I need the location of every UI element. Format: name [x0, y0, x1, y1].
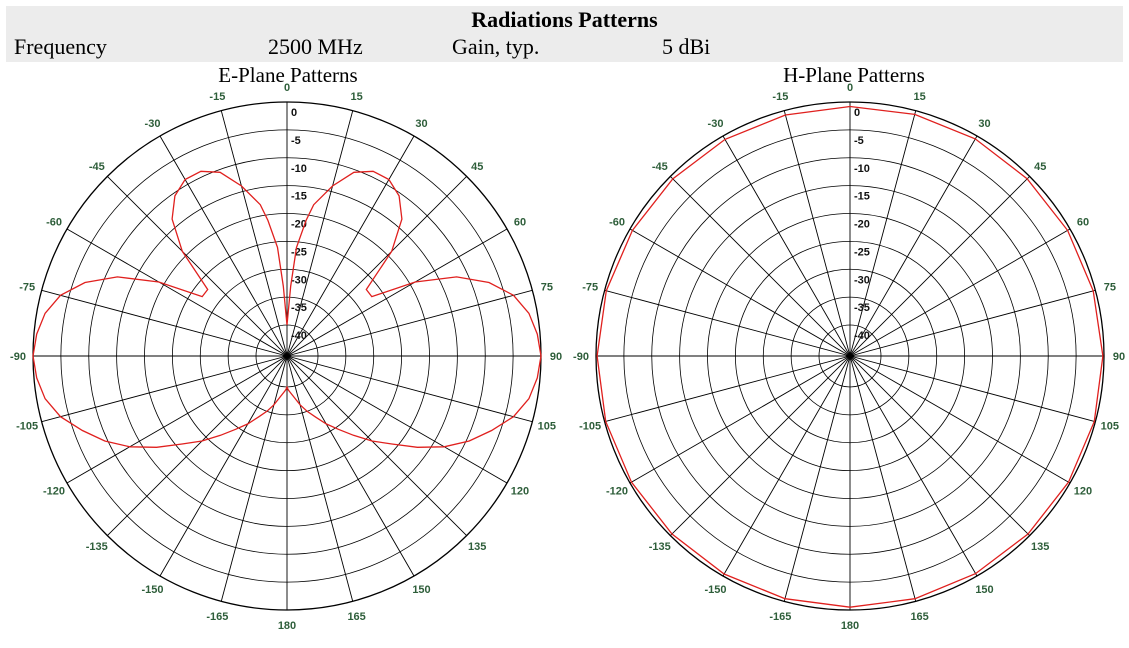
radial-tick-label: -5: [854, 135, 864, 147]
angle-tick-label: 135: [468, 541, 486, 553]
angle-tick-label: 120: [1074, 486, 1092, 498]
angle-tick-label: 180: [841, 620, 859, 632]
frequency-label: Frequency: [14, 34, 107, 59]
radial-tick-label: -20: [854, 219, 870, 231]
angle-tick-label: 30: [415, 118, 427, 130]
angle-tick-label: -150: [141, 584, 163, 596]
angle-tick-label: -105: [16, 421, 38, 433]
angle-tick-label: -165: [206, 611, 228, 623]
angle-tick-label: -150: [704, 584, 726, 596]
radial-tick-label: -25: [291, 246, 307, 258]
angle-tick-label: 180: [278, 620, 296, 632]
angle-tick-label: -120: [43, 486, 65, 498]
radial-tick-label: -35: [854, 302, 870, 314]
angle-tick-label: -15: [772, 91, 788, 103]
angle-tick-label: -120: [606, 486, 628, 498]
h-plane-title: H-Plane Patterns: [783, 63, 925, 87]
grid-spoke: [783, 110, 917, 602]
angle-tick-label: -30: [708, 118, 724, 130]
angle-tick-label: 90: [1113, 351, 1125, 363]
angle-tick-label: -135: [649, 541, 671, 553]
gain-value: 5 dBi: [662, 34, 711, 59]
page-title: Radiations Patterns: [471, 7, 658, 32]
angle-tick-label: 135: [1031, 541, 1049, 553]
angle-tick-label: 45: [1034, 161, 1046, 173]
gain-label: Gain, typ.: [452, 34, 540, 59]
header-bar: Radiations Patterns Frequency 2500 MHz G…: [6, 6, 1123, 62]
radial-tick-label: -40: [854, 330, 870, 342]
angle-tick-label: 150: [975, 584, 993, 596]
grid-spoke: [220, 110, 354, 602]
radial-tick-label: -5: [291, 135, 301, 147]
angle-tick-label: -105: [579, 421, 601, 433]
e-plane-polar-chart: 0153045607590105120135150165180-165-150-…: [10, 82, 562, 632]
angle-tick-label: -90: [573, 351, 589, 363]
radial-tick-label: 0: [291, 107, 297, 119]
angle-tick-label: -45: [652, 161, 668, 173]
angle-tick-label: -30: [145, 118, 161, 130]
angle-tick-label: 75: [1104, 281, 1116, 293]
angle-tick-label: 165: [347, 611, 365, 623]
angle-tick-label: 150: [412, 584, 430, 596]
angle-tick-label: 75: [541, 281, 553, 293]
angle-tick-label: 30: [978, 118, 990, 130]
angle-tick-label: 120: [511, 486, 529, 498]
angle-tick-label: -165: [769, 611, 791, 623]
angle-tick-label: 105: [538, 421, 556, 433]
pattern-trace: [32, 170, 542, 448]
radial-tick-label: -30: [854, 274, 870, 286]
radial-tick-label: -25: [854, 246, 870, 258]
angle-tick-label: -15: [209, 91, 225, 103]
radial-tick-label: -15: [291, 191, 307, 203]
frequency-value: 2500 MHz: [268, 34, 363, 59]
e-plane-title: E-Plane Patterns: [218, 63, 358, 87]
radial-tick-label: -35: [291, 302, 307, 314]
angle-tick-label: 45: [471, 161, 483, 173]
angle-tick-label: -75: [19, 281, 35, 293]
angle-tick-label: -60: [609, 217, 625, 229]
angle-tick-label: 0: [847, 82, 853, 94]
h-plane-polar-chart: 0153045607590105120135150165180-165-150-…: [573, 82, 1125, 632]
radial-tick-label: 0: [854, 107, 860, 119]
radial-tick-label: -10: [291, 163, 307, 175]
angle-tick-label: -135: [86, 541, 108, 553]
radial-tick-label: -40: [291, 330, 307, 342]
angle-tick-label: 60: [514, 217, 526, 229]
angle-tick-label: -90: [10, 351, 26, 363]
angle-tick-label: -60: [46, 217, 62, 229]
angle-tick-label: 0: [284, 82, 290, 94]
radial-tick-label: -10: [854, 163, 870, 175]
radial-tick-label: -15: [854, 191, 870, 203]
angle-tick-label: 165: [910, 611, 928, 623]
angle-tick-label: 15: [913, 91, 925, 103]
pattern-trace: [596, 105, 1104, 608]
angle-tick-label: 60: [1077, 217, 1089, 229]
angle-tick-label: 105: [1101, 421, 1119, 433]
angle-tick-label: -75: [582, 281, 598, 293]
angle-tick-label: -45: [89, 161, 105, 173]
angle-tick-label: 15: [350, 91, 362, 103]
radial-tick-label: -30: [291, 274, 307, 286]
angle-tick-label: 90: [550, 351, 562, 363]
